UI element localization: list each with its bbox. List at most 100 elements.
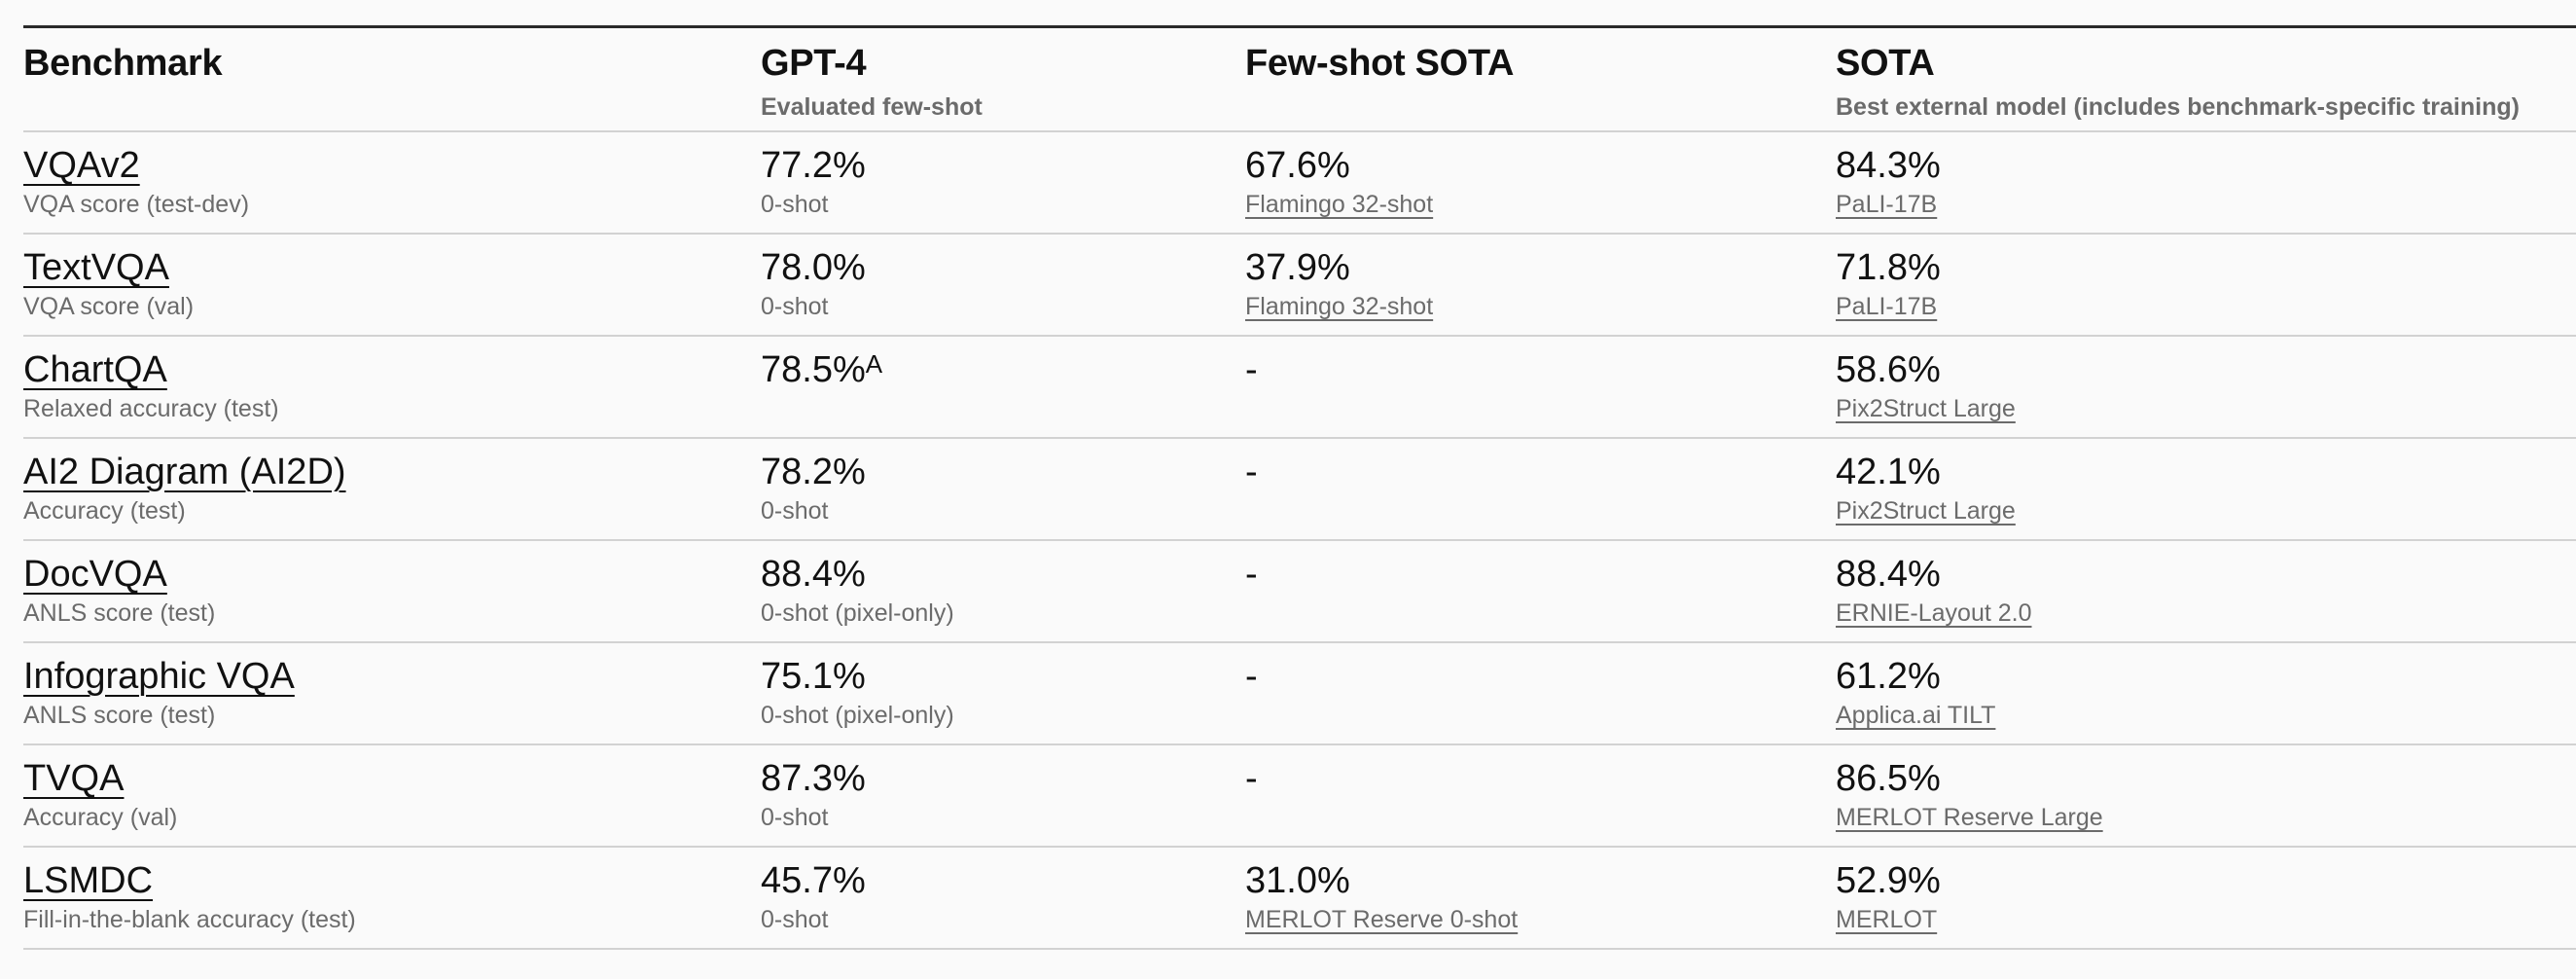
gpt4-value: 78.5%: [761, 349, 866, 390]
fewshot-value: -: [1245, 349, 1258, 390]
gpt4-value-wrap: 87.3%: [761, 757, 866, 800]
table-row: TextVQA VQA score (val) 78.0% 0-shot 37.…: [23, 235, 2576, 337]
header-sota: SOTA: [1836, 43, 1935, 84]
gpt4-value: 75.1%: [761, 656, 866, 697]
benchmark-metric: VQA score (test-dev): [23, 191, 250, 218]
sota-value: 42.1%: [1836, 452, 1941, 492]
sota-value: 84.3%: [1836, 145, 1941, 186]
benchmark-name-link[interactable]: TextVQA: [23, 247, 169, 288]
gpt4-value-wrap: 45.7%: [761, 859, 866, 902]
sota-cell: 84.3% PaLI-17B: [1836, 132, 2576, 233]
gpt4-cell: 75.1% 0-shot (pixel-only): [761, 643, 1245, 743]
gpt4-value-wrap: 77.2%: [761, 144, 866, 187]
sota-model-link[interactable]: Applica.ai TILT: [1836, 702, 1996, 729]
gpt4-cell: 78.0% 0-shot: [761, 235, 1245, 335]
table-row: LSMDC Fill-in-the-blank accuracy (test) …: [23, 848, 2576, 950]
gpt4-note: 0-shot: [761, 906, 829, 933]
table-header-row: Benchmark GPT-4 Evaluated few-shot Few-s…: [23, 28, 2576, 132]
gpt4-cell: 87.3% 0-shot: [761, 745, 1245, 846]
benchmark-table: Benchmark GPT-4 Evaluated few-shot Few-s…: [23, 25, 2576, 950]
benchmark-cell: ChartQA Relaxed accuracy (test): [23, 337, 761, 437]
sota-cell: 71.8% PaLI-17B: [1836, 235, 2576, 335]
fewshot-cell: -: [1245, 439, 1836, 539]
gpt4-note: 0-shot (pixel-only): [761, 599, 954, 627]
fewshot-cell: 37.9% Flamingo 32-shot: [1245, 235, 1836, 335]
benchmark-name-link[interactable]: TVQA: [23, 758, 125, 799]
sota-value: 71.8%: [1836, 247, 1941, 288]
table-row: Infographic VQA ANLS score (test) 75.1% …: [23, 643, 2576, 745]
fewshot-model-link[interactable]: MERLOT Reserve 0-shot: [1245, 906, 1519, 933]
fewshot-value: 67.6%: [1245, 145, 1350, 186]
gpt4-value: 87.3%: [761, 758, 866, 799]
header-gpt4-subtitle: Evaluated few-shot: [761, 93, 983, 121]
sota-cell: 86.5% MERLOT Reserve Large: [1836, 745, 2576, 846]
gpt4-cell: 88.4% 0-shot (pixel-only): [761, 541, 1245, 641]
header-sota-subtitle: Best external model (includes benchmark-…: [1836, 93, 2520, 121]
gpt4-value-wrap: 75.1%: [761, 655, 866, 698]
fewshot-model-link[interactable]: Flamingo 32-shot: [1245, 293, 1434, 320]
benchmark-metric: Relaxed accuracy (test): [23, 395, 279, 422]
sota-model-link[interactable]: ERNIE-Layout 2.0: [1836, 599, 2032, 627]
table-row: VQAv2 VQA score (test-dev) 77.2% 0-shot …: [23, 132, 2576, 235]
fewshot-cell: -: [1245, 337, 1836, 437]
sota-value: 88.4%: [1836, 554, 1941, 595]
gpt4-value: 77.2%: [761, 145, 866, 186]
gpt4-note: 0-shot: [761, 497, 829, 525]
fewshot-value: -: [1245, 656, 1258, 697]
benchmark-metric: Accuracy (val): [23, 804, 178, 831]
table-row: DocVQA ANLS score (test) 88.4% 0-shot (p…: [23, 541, 2576, 643]
footnote-marker[interactable]: A: [865, 349, 883, 379]
table-row: ChartQA Relaxed accuracy (test) 78.5%A -…: [23, 337, 2576, 439]
sota-model-link[interactable]: MERLOT: [1836, 906, 1938, 933]
header-gpt4: GPT-4: [761, 43, 867, 84]
benchmark-name-link[interactable]: Infographic VQA: [23, 656, 295, 697]
benchmark-metric: ANLS score (test): [23, 599, 216, 627]
benchmark-cell: Infographic VQA ANLS score (test): [23, 643, 761, 743]
gpt4-cell: 78.2% 0-shot: [761, 439, 1245, 539]
benchmark-metric: Fill-in-the-blank accuracy (test): [23, 906, 356, 933]
sota-cell: 61.2% Applica.ai TILT: [1836, 643, 2576, 743]
gpt4-value: 88.4%: [761, 554, 866, 595]
fewshot-value: 37.9%: [1245, 247, 1350, 288]
header-benchmark: Benchmark: [23, 43, 223, 84]
header-fewshot-sota: Few-shot SOTA: [1245, 43, 1515, 84]
table-body: VQAv2 VQA score (test-dev) 77.2% 0-shot …: [23, 132, 2576, 950]
fewshot-model-link[interactable]: Flamingo 32-shot: [1245, 191, 1434, 218]
benchmark-cell: AI2 Diagram (AI2D) Accuracy (test): [23, 439, 761, 539]
benchmark-cell: TVQA Accuracy (val): [23, 745, 761, 846]
gpt4-value-wrap: 78.2%: [761, 451, 866, 493]
benchmark-name-link[interactable]: ChartQA: [23, 349, 167, 390]
sota-model-link[interactable]: PaLI-17B: [1836, 293, 1938, 320]
gpt4-cell: 78.5%A: [761, 337, 1245, 437]
sota-cell: 88.4% ERNIE-Layout 2.0: [1836, 541, 2576, 641]
sota-cell: 42.1% Pix2Struct Large: [1836, 439, 2576, 539]
fewshot-value: 31.0%: [1245, 860, 1350, 901]
sota-model-link[interactable]: Pix2Struct Large: [1836, 395, 2016, 422]
sota-cell: 52.9% MERLOT: [1836, 848, 2576, 948]
benchmark-name-link[interactable]: LSMDC: [23, 860, 154, 901]
header-cell-benchmark: Benchmark: [23, 28, 761, 130]
gpt4-value-wrap: 78.0%: [761, 246, 866, 289]
benchmark-metric: ANLS score (test): [23, 702, 216, 729]
benchmark-cell: TextVQA VQA score (val): [23, 235, 761, 335]
fewshot-cell: 67.6% Flamingo 32-shot: [1245, 132, 1836, 233]
sota-value: 58.6%: [1836, 349, 1941, 390]
fewshot-cell: -: [1245, 541, 1836, 641]
sota-model-link[interactable]: Pix2Struct Large: [1836, 497, 2016, 525]
gpt4-note: 0-shot (pixel-only): [761, 702, 954, 729]
fewshot-value: -: [1245, 452, 1258, 492]
benchmark-name-link[interactable]: VQAv2: [23, 145, 140, 186]
table-row: AI2 Diagram (AI2D) Accuracy (test) 78.2%…: [23, 439, 2576, 541]
sota-model-link[interactable]: PaLI-17B: [1836, 191, 1938, 218]
gpt4-cell: 45.7% 0-shot: [761, 848, 1245, 948]
fewshot-value: -: [1245, 554, 1258, 595]
gpt4-note: 0-shot: [761, 293, 829, 320]
fewshot-cell: -: [1245, 643, 1836, 743]
benchmark-name-link[interactable]: DocVQA: [23, 554, 167, 595]
gpt4-note: 0-shot: [761, 804, 829, 831]
sota-model-link[interactable]: MERLOT Reserve Large: [1836, 804, 2103, 831]
gpt4-value: 78.0%: [761, 247, 866, 288]
header-cell-sota: SOTA Best external model (includes bench…: [1836, 28, 2576, 130]
benchmark-name-link[interactable]: AI2 Diagram (AI2D): [23, 452, 346, 492]
header-cell-gpt4: GPT-4 Evaluated few-shot: [761, 28, 1245, 130]
